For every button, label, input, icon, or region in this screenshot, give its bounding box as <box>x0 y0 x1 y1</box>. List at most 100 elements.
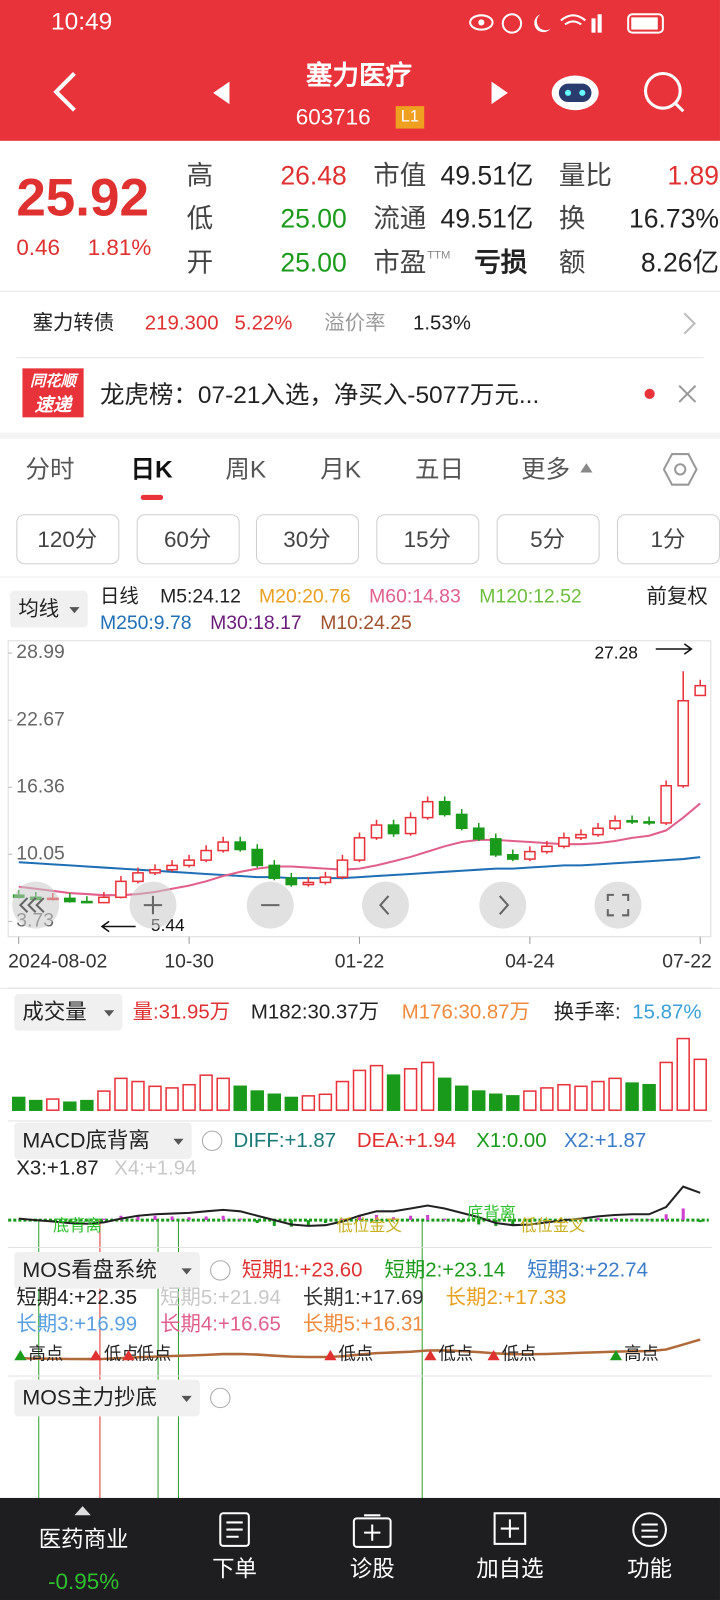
robot-face <box>558 83 592 103</box>
period-label[interactable]: 30分 <box>283 526 331 553</box>
chart-control-glyph <box>379 895 390 915</box>
volume-bar <box>216 1077 230 1111</box>
chart-tab[interactable]: 五日 <box>415 456 465 484</box>
close-news[interactable] <box>677 384 697 404</box>
volume-bar <box>131 1080 145 1111</box>
indicator-value: X2:+1.87 <box>563 1129 647 1153</box>
period-label[interactable]: 120分 <box>37 526 98 553</box>
period-button[interactable] <box>255 514 359 565</box>
indicator-title[interactable]: 成交量 <box>22 1000 87 1024</box>
help-icon[interactable] <box>210 1260 231 1281</box>
volume-bar <box>386 1074 401 1111</box>
moon-icon <box>534 14 551 33</box>
robot-icon[interactable] <box>549 67 602 114</box>
period-button[interactable] <box>16 514 120 565</box>
price-adjust[interactable]: 前复权 <box>646 585 708 609</box>
stat-value: 1.89 <box>667 160 719 191</box>
chart-control-glyph <box>498 895 510 915</box>
period-button[interactable] <box>136 514 240 565</box>
bottom-nav <box>0 1497 720 1600</box>
candle-body <box>575 833 587 839</box>
chart-tab[interactable]: 月K <box>320 456 362 484</box>
chart-tab[interactable]: 更多 <box>521 456 571 484</box>
order-icon <box>219 1512 250 1547</box>
chart-tab[interactable]: 分时 <box>25 456 75 484</box>
stock-name: 塞力医疗 <box>305 60 413 91</box>
chart-control[interactable] <box>362 881 409 929</box>
help-icon[interactable] <box>201 1130 223 1152</box>
search-button[interactable] <box>640 69 689 116</box>
ma-button-label[interactable]: 均线 <box>18 597 60 621</box>
max-arrow <box>655 643 693 655</box>
indicator-button[interactable] <box>14 1379 200 1417</box>
panel-border <box>8 1375 712 1377</box>
bond-chevron[interactable] <box>681 310 697 337</box>
indicator-title[interactable]: MACD底背离 <box>22 1129 150 1153</box>
candle-body <box>302 881 315 886</box>
nav-label[interactable]: 加自选 <box>476 1556 544 1582</box>
mos-signal: 低点 <box>339 1344 374 1364</box>
caret <box>104 1010 115 1017</box>
premium-value: 1.53% <box>413 312 471 335</box>
period-button[interactable] <box>496 514 600 565</box>
prev-arrow <box>213 81 230 105</box>
volume-bar <box>301 1095 316 1111</box>
stat-value: 8.26亿 <box>640 246 719 278</box>
ma-value: M5:24.12 <box>160 586 241 608</box>
indicator-value: X1:0.00 <box>476 1129 547 1153</box>
chart-control[interactable] <box>594 881 642 929</box>
period-label[interactable]: 5分 <box>530 526 566 553</box>
min-arrow <box>100 920 136 933</box>
back-button[interactable] <box>46 69 87 114</box>
indicator-title[interactable]: MOS主力抄底 <box>22 1386 157 1410</box>
signal-triangle <box>487 1349 500 1361</box>
volume-bar <box>659 1061 673 1111</box>
period-label[interactable]: 15分 <box>403 526 451 553</box>
period-label[interactable]: 1分 <box>650 526 686 553</box>
candle-body <box>541 845 553 853</box>
nav-label[interactable]: 诊股 <box>349 1556 395 1582</box>
volume-bar <box>29 1099 43 1111</box>
level-badge: L1 <box>395 106 425 129</box>
nav-label[interactable]: 功能 <box>627 1556 673 1582</box>
volume-bar <box>506 1095 520 1111</box>
caret <box>580 463 593 473</box>
chart-control[interactable] <box>479 881 527 929</box>
indicator-value: DIFF:+1.87 <box>233 1129 337 1153</box>
next-stock[interactable] <box>487 80 511 107</box>
nav-label[interactable]: 下单 <box>212 1556 257 1582</box>
period-button[interactable] <box>376 514 480 565</box>
volume-bar <box>608 1077 622 1111</box>
candle-body <box>609 820 621 830</box>
divider <box>16 357 704 359</box>
candle-body <box>558 837 570 848</box>
indicator-button[interactable] <box>14 1122 192 1160</box>
chart-tab[interactable]: 日K <box>130 456 173 484</box>
robot-eye <box>579 89 586 96</box>
prev-stock[interactable] <box>209 80 233 107</box>
max-price-label: 27.28 <box>595 643 638 663</box>
news-text[interactable]: 龙虎榜：07-21入选，净买入-5077万元... <box>99 381 540 410</box>
caret <box>181 1395 192 1403</box>
sector-expand[interactable] <box>73 1504 91 1516</box>
chart-tab[interactable]: 周K <box>225 456 267 484</box>
indicator-title[interactable]: MOS看盘系统 <box>22 1258 157 1283</box>
period-label[interactable]: 60分 <box>163 526 212 553</box>
indicator-button[interactable] <box>14 1252 200 1289</box>
x-tick-label: 10-30 <box>164 950 214 972</box>
candle-body <box>285 877 298 886</box>
y-tick-label: 28.99 <box>16 641 64 663</box>
candle-body <box>455 813 468 830</box>
mos-signal: 高点 <box>624 1344 659 1364</box>
volume-bar <box>472 1090 486 1111</box>
period-button[interactable] <box>616 514 720 565</box>
indicator-value: X3:+1.87 <box>16 1157 99 1180</box>
stat-value: 25.00 <box>280 246 347 278</box>
sector-name[interactable]: 医药商业 <box>38 1526 129 1553</box>
chart-settings[interactable] <box>662 451 698 488</box>
x-tick-label: 01-22 <box>335 950 385 972</box>
macd-signal: 低位金叉 <box>520 1217 585 1235</box>
help-icon[interactable] <box>210 1387 231 1409</box>
bond-change: 5.22% <box>234 312 293 335</box>
